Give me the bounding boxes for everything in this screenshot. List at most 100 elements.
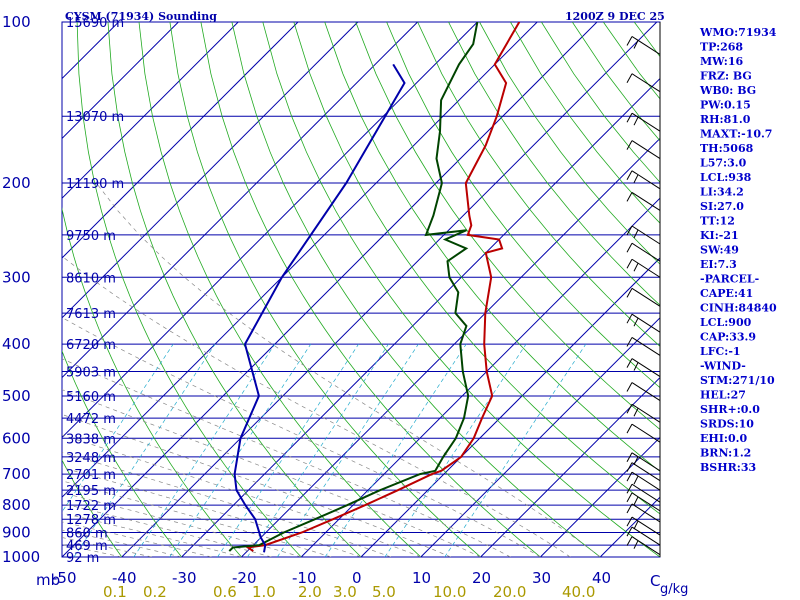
index-entry: SI:27.0 xyxy=(700,200,744,213)
mixing-ratio-line xyxy=(133,343,276,557)
dry-adiabat-line xyxy=(231,22,601,557)
moist-adiabat-line xyxy=(62,255,571,557)
wind-barb xyxy=(626,526,661,546)
moist-adiabat-line xyxy=(62,512,242,557)
wind-barb xyxy=(626,36,661,55)
wind-barb xyxy=(626,483,661,503)
mixing-ratio-line xyxy=(276,343,419,557)
mixing-ratio-tick-label: 1.0 xyxy=(252,583,276,600)
temperature-tick-label: 0 xyxy=(352,569,362,587)
dry-adiabat-line xyxy=(479,22,660,265)
mixing-ratio-line xyxy=(62,343,174,513)
height-label: 1278 m xyxy=(66,513,116,528)
index-entry: LCL:900 xyxy=(700,316,752,329)
index-entry: EI:7.3 xyxy=(700,258,737,271)
dry-adiabat-line xyxy=(262,22,660,557)
isotherm-line xyxy=(62,22,239,199)
wind-barb xyxy=(626,358,661,377)
mixing-ratio-tick-label: 5.0 xyxy=(372,583,396,600)
height-label: 8610 m xyxy=(66,271,116,286)
dry-adiabat-line xyxy=(386,22,660,389)
index-entry: L57:3.0 xyxy=(700,157,747,170)
wind-barb xyxy=(626,170,661,190)
dry-adiabat-line xyxy=(293,22,660,515)
sounding-series-0 xyxy=(245,22,521,552)
index-entry: -WIND- xyxy=(700,360,746,373)
plot-frame xyxy=(61,21,661,558)
mixing-ratio-tick-label: 2.0 xyxy=(298,583,322,600)
index-entry: LI:34.2 xyxy=(700,186,744,199)
mixing-ratio-line xyxy=(247,343,389,557)
dry-adiabat-line xyxy=(138,22,422,557)
pressure-tick-label: 1000 xyxy=(2,548,40,566)
pressure-tick-label: 400 xyxy=(2,335,31,353)
wind-barb xyxy=(626,191,661,211)
temperature-tick-label: -40 xyxy=(112,569,137,587)
index-entry: STM:271/10 xyxy=(700,374,775,387)
wind-barb xyxy=(626,140,661,159)
station-title: CYSM (71934) Sounding xyxy=(65,10,217,23)
temperature-tick-label: 30 xyxy=(532,569,551,587)
index-entry: PW:0.15 xyxy=(700,99,751,112)
moist-adiabat-line xyxy=(62,521,212,557)
wind-barb xyxy=(626,112,661,132)
wind-barb xyxy=(626,73,661,93)
sounding-series-2 xyxy=(233,63,406,553)
height-label: 3838 m xyxy=(66,432,116,447)
pressure-tick-label: 500 xyxy=(2,387,31,405)
observation-time: 1200Z 9 DEC 25 xyxy=(565,10,665,23)
dry-adiabat-line xyxy=(107,22,362,557)
pressure-unit: mb xyxy=(36,571,60,589)
sounding-series-1 xyxy=(228,22,479,552)
moist-adiabat-line xyxy=(62,414,451,557)
mixing-ratio-tick-label: 0.6 xyxy=(213,583,237,600)
dry-adiabat-line xyxy=(200,22,541,557)
index-entry: EHI:0.0 xyxy=(700,432,747,445)
dry-adiabat-line xyxy=(76,22,302,557)
index-entry: WMO:71934 xyxy=(699,26,777,39)
mixing-ratio-line xyxy=(217,343,359,557)
isotherm-line xyxy=(480,376,660,557)
pressure-tick-label: 700 xyxy=(2,465,31,483)
mixing-ratio-tick-label: 0.2 xyxy=(143,583,167,600)
index-entry: SW:49 xyxy=(700,244,739,257)
wind-barb xyxy=(626,225,661,245)
height-label: 3248 m xyxy=(66,451,116,466)
dry-adiabat-line xyxy=(448,22,660,306)
pressure-tick-label: 100 xyxy=(2,13,31,31)
wind-barb xyxy=(626,452,661,472)
mixing-ratio-tick-label: 20.0 xyxy=(493,583,526,600)
temperature-tick-label: 20 xyxy=(472,569,491,587)
index-entry: SHR+:0.0 xyxy=(700,403,760,416)
index-entry: HEL:27 xyxy=(700,389,746,402)
height-label: 9750 m xyxy=(66,229,116,244)
moist-adiabat-line xyxy=(62,434,421,557)
wind-barb xyxy=(626,287,661,307)
isotherm-line xyxy=(360,257,660,557)
isotherm-line xyxy=(62,22,179,140)
index-entry: CINH:84840 xyxy=(700,302,777,315)
index-entry: BSHR:33 xyxy=(700,461,756,474)
pressure-tick-label: 900 xyxy=(2,524,31,542)
isotherm-line xyxy=(62,22,299,259)
wind-barb xyxy=(626,462,661,482)
temperature-tick-label: -30 xyxy=(172,569,197,587)
temperature-tick-label: -20 xyxy=(232,569,257,587)
index-entry: SRDS:10 xyxy=(700,418,754,431)
index-entry: WB0: BG xyxy=(699,84,756,97)
dry-adiabat-line xyxy=(541,22,660,183)
mixing-ratio-unit: g/kg xyxy=(660,582,688,597)
height-label: 11190 m xyxy=(66,177,124,192)
height-label: 13070 m xyxy=(66,110,124,125)
wind-barb xyxy=(626,403,661,423)
index-entry: RH:81.0 xyxy=(700,113,751,126)
height-label: 6720 m xyxy=(66,338,116,353)
mixing-ratio-line xyxy=(73,343,216,557)
height-label: 15690 m xyxy=(66,16,124,31)
wind-barb xyxy=(626,503,661,523)
index-entry: BRN:1.2 xyxy=(700,447,751,460)
index-entry: TH:5068 xyxy=(700,142,754,155)
moist-adiabat-line xyxy=(62,358,511,557)
isotherm-line xyxy=(62,22,598,557)
pressure-tick-label: 600 xyxy=(2,429,31,447)
